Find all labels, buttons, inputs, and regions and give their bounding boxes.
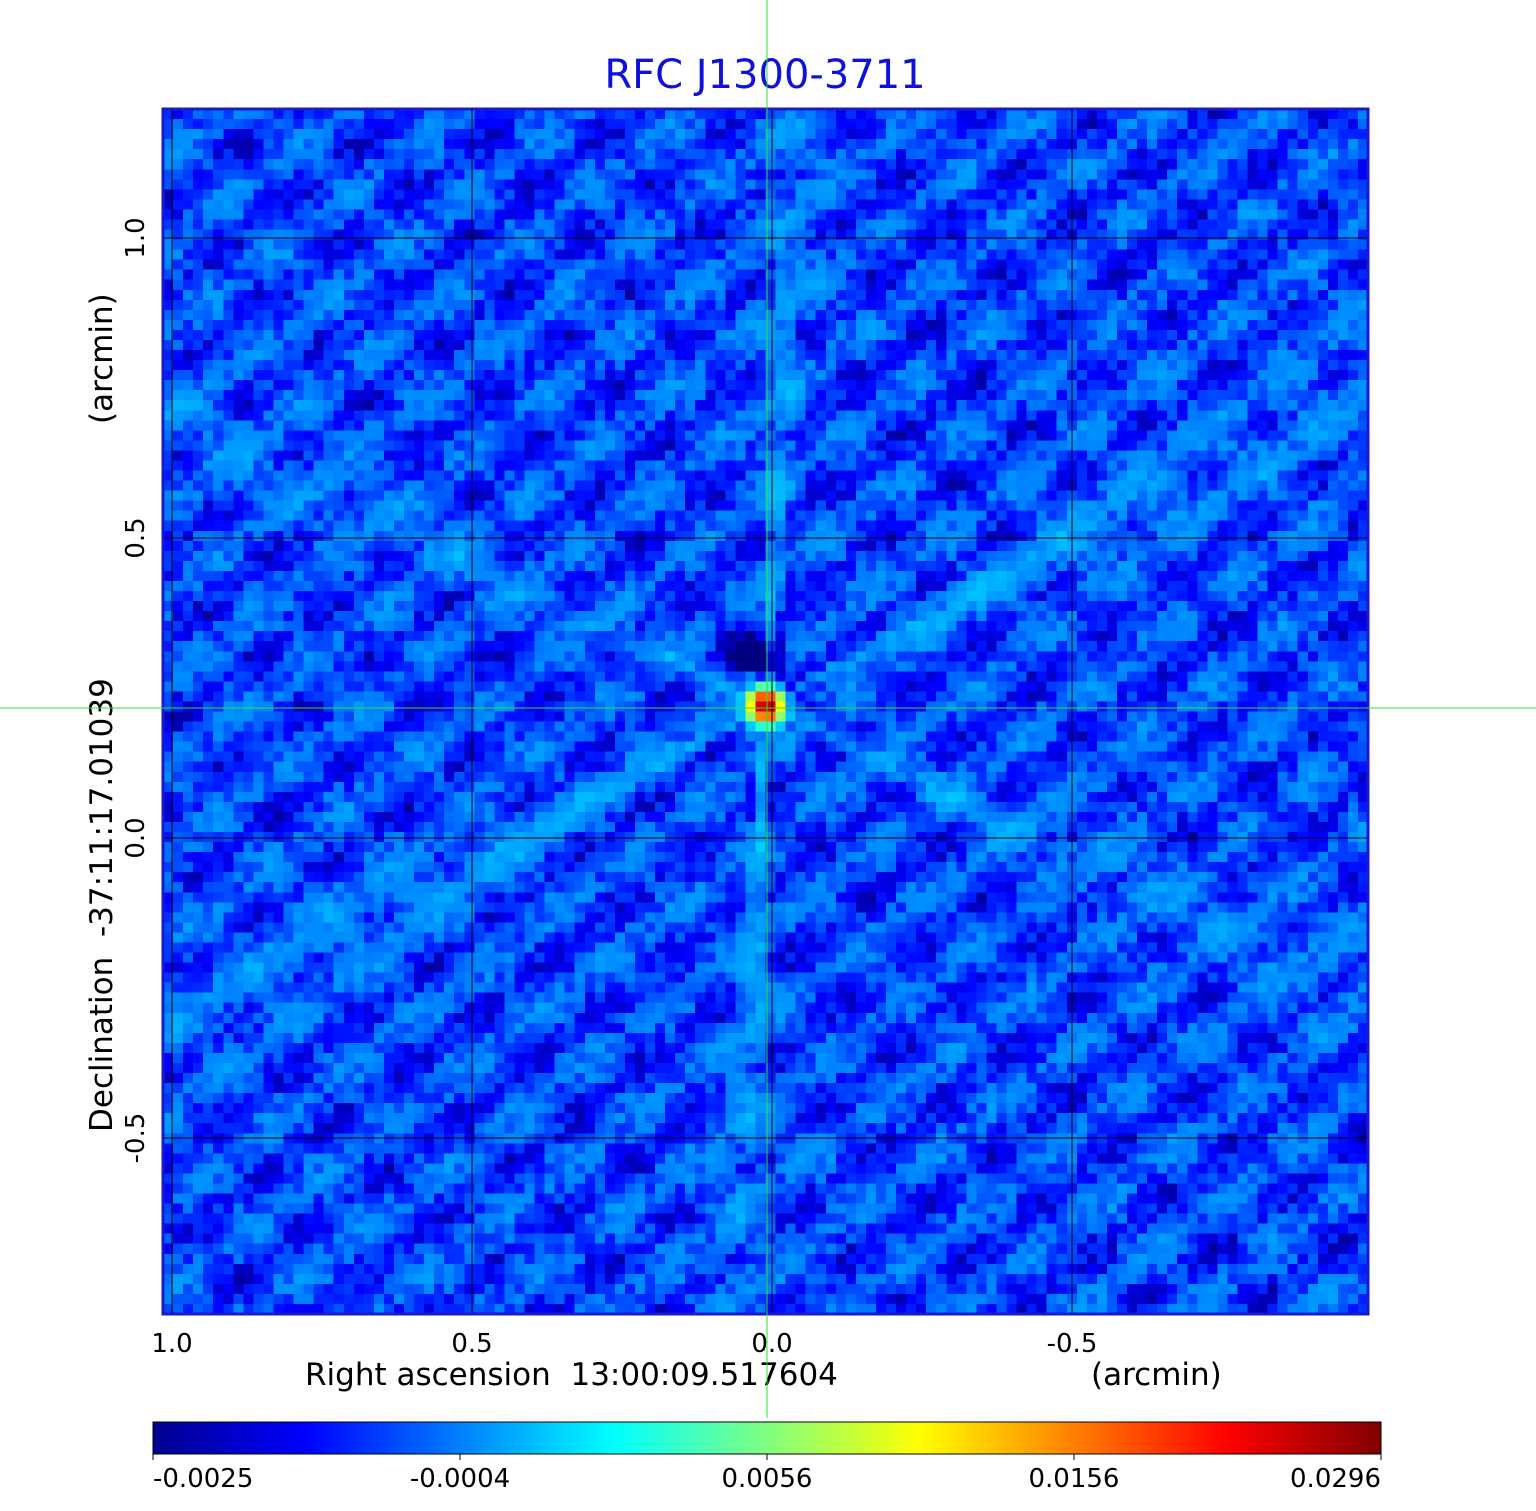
x-tick-label: 1.0 bbox=[151, 1329, 192, 1359]
y-tick-label: 1.0 bbox=[121, 217, 151, 258]
x-tick-label: 0.5 bbox=[451, 1329, 492, 1359]
chart-title: RFC J1300-3711 bbox=[604, 52, 925, 98]
x-tick-label: -0.5 bbox=[1047, 1329, 1098, 1359]
colorbar-tick-label: 0.0296 bbox=[1290, 1464, 1381, 1494]
colorbar-tick-label: -0.0004 bbox=[410, 1464, 510, 1494]
y-axis-unit: (arcmin) bbox=[84, 293, 120, 424]
y-ticks: 1.0 0.5 0.0 -0.5 bbox=[121, 217, 151, 1163]
y-tick-label: 0.5 bbox=[121, 517, 151, 558]
heatmap-image bbox=[163, 109, 1368, 1314]
x-tick-label: 0.0 bbox=[751, 1329, 792, 1359]
colorbar-tick-label: 0.0156 bbox=[1029, 1464, 1120, 1494]
colorbar-ticks: -0.0025 -0.0004 0.0056 0.0156 0.0296 bbox=[152, 1454, 1382, 1494]
colorbar-tick-label: -0.0025 bbox=[153, 1464, 253, 1494]
colorbar bbox=[152, 1421, 1382, 1455]
y-tick-label: 0.0 bbox=[121, 817, 151, 858]
y-tick-label: -0.5 bbox=[121, 1113, 151, 1164]
x-axis-unit: (arcmin) bbox=[1091, 1357, 1222, 1393]
colorbar-tick-label: 0.0056 bbox=[722, 1464, 813, 1494]
y-axis-label: Declination -37:11:17.01039 bbox=[84, 678, 120, 1132]
x-axis-label: Right ascension 13:00:09.517604 bbox=[305, 1357, 838, 1393]
plot-frame bbox=[161, 107, 1370, 1316]
x-ticks: 1.0 0.5 0.0 -0.5 bbox=[151, 1329, 1097, 1359]
crosshair bbox=[0, 0, 1536, 1418]
grid bbox=[163, 109, 1368, 1314]
